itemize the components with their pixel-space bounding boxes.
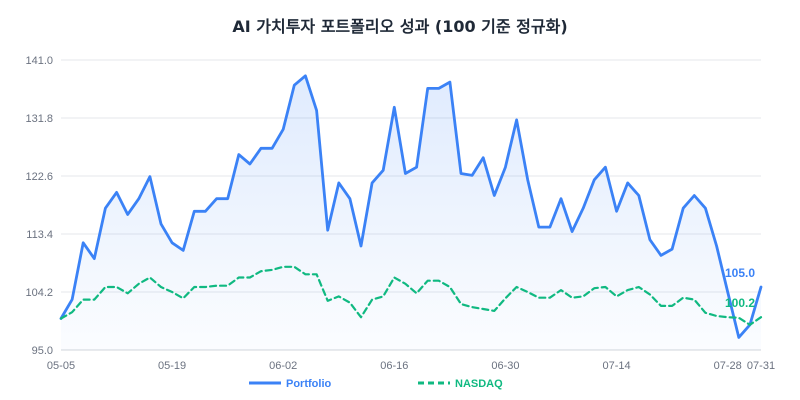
legend-label-nasdaq: NASDAQ — [455, 378, 503, 390]
legend-label-portfolio: Portfolio — [286, 378, 331, 390]
end-labels: 105.0 100.2 — [725, 266, 755, 310]
x-tick-label: 07-14 — [602, 360, 630, 372]
x-axis-ticks: 05-05 05-19 06-02 06-16 06-30 07-14 07-28 07-31 — [47, 360, 775, 372]
y-axis-ticks: 141.0 131.8 122.6 113.4 104.2 95.0 — [25, 55, 53, 357]
x-tick-label: 06-16 — [380, 360, 408, 372]
end-label-nasdaq: 100.2 — [725, 296, 755, 310]
end-label-portfolio: 105.0 — [725, 266, 755, 280]
portfolio-area-fill — [61, 75, 761, 351]
y-tick-label: 122.6 — [25, 171, 53, 183]
y-tick-label: 131.8 — [25, 113, 53, 125]
x-tick-label: 06-02 — [269, 360, 297, 372]
legend: Portfolio NASDAQ — [249, 378, 503, 390]
chart-title: AI 가치투자 포트폴리오 성과 (100 기준 정규화) — [232, 17, 567, 36]
x-tick-label: 05-05 — [47, 360, 75, 372]
y-tick-label: 104.2 — [25, 287, 53, 299]
series-lines — [59, 74, 763, 339]
portfolio-area — [61, 75, 761, 351]
x-tick-label: 07-31 — [747, 360, 775, 372]
series-line-portfolio — [59, 74, 763, 339]
y-tick-label: 95.0 — [32, 345, 53, 357]
y-tick-label: 141.0 — [25, 55, 53, 67]
x-tick-label: 06-30 — [491, 360, 519, 372]
x-tick-label: 07-28 — [714, 360, 742, 372]
y-tick-label: 113.4 — [26, 229, 53, 241]
series-line-nasdaq — [59, 265, 763, 326]
x-tick-label: 05-19 — [158, 360, 186, 372]
